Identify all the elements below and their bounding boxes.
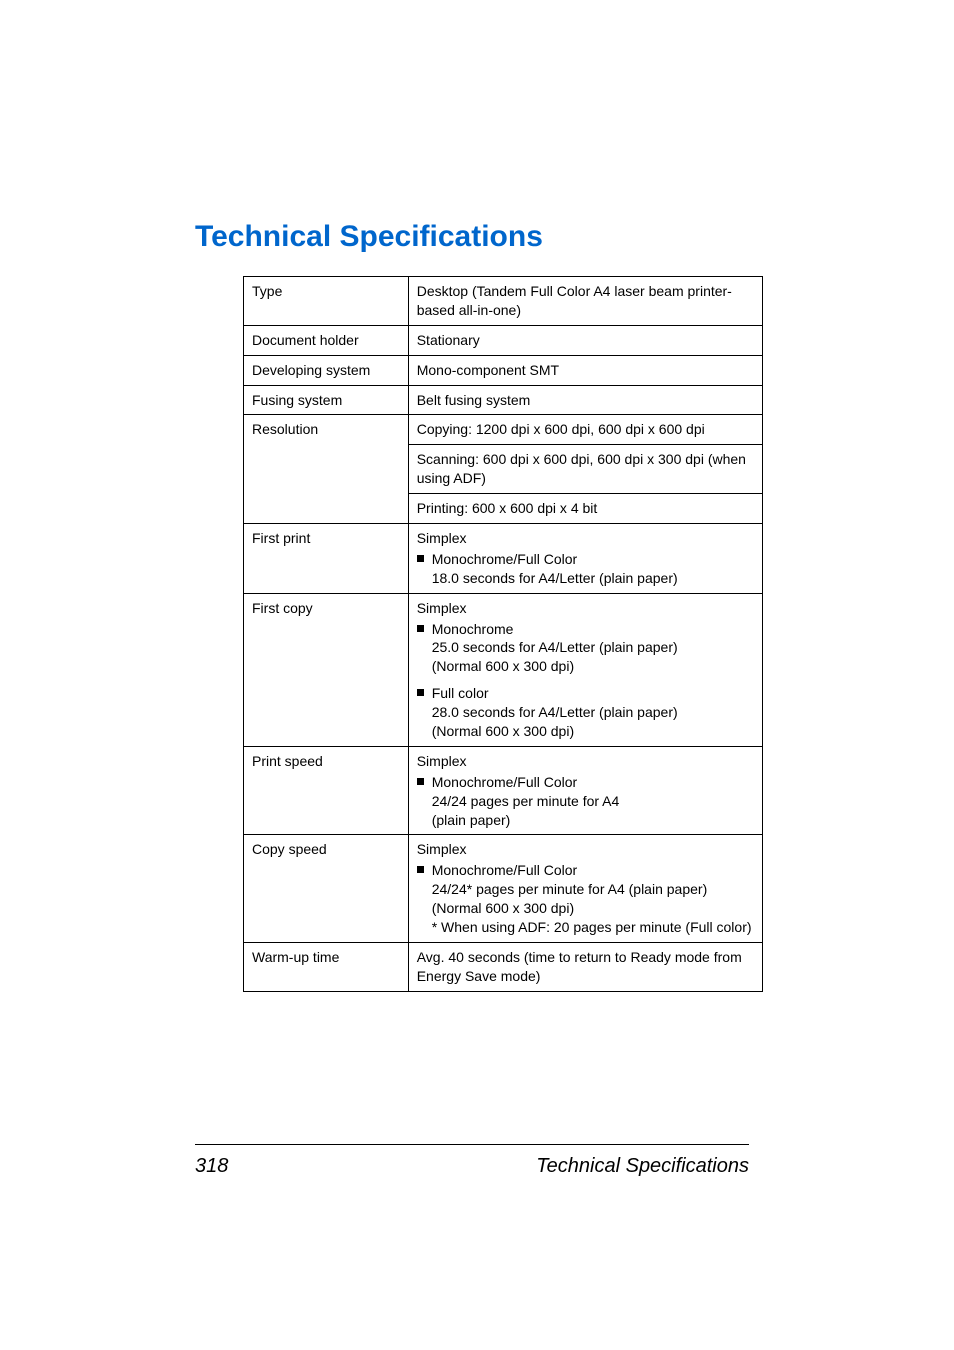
bullet-line: 28.0 seconds for A4/Letter (plain paper) [432, 703, 754, 722]
table-row: Copy speed Simplex Monochrome/Full Color… [244, 835, 763, 942]
square-bullet-icon [417, 555, 424, 562]
intro-text: Simplex [417, 599, 754, 618]
row-value: Simplex Monochrome/Full Color 18.0 secon… [408, 524, 762, 594]
bullet-item: Monochrome/Full Color 18.0 seconds for A… [417, 550, 754, 588]
row-label: Print speed [244, 746, 409, 835]
row-value: Simplex Monochrome 25.0 seconds for A4/L… [408, 593, 762, 746]
page-footer: 318 Technical Specifications [195, 1144, 749, 1178]
bullet-line: 18.0 seconds for A4/Letter (plain paper) [432, 569, 754, 588]
footer-title: Technical Specifications [536, 1155, 749, 1178]
row-value: Printing: 600 x 600 dpi x 4 bit [408, 494, 762, 524]
bullet-line: (Normal 600 x 300 dpi) [432, 899, 754, 918]
square-bullet-icon [417, 778, 424, 785]
bullet-item: Full color 28.0 seconds for A4/Letter (p… [417, 684, 754, 741]
page: Technical Specifications Type Desktop (T… [0, 0, 954, 1350]
row-value: Copying: 1200 dpi x 600 dpi, 600 dpi x 6… [408, 415, 762, 445]
bullet-line: (plain paper) [432, 811, 754, 830]
page-heading: Technical Specifications [195, 220, 749, 254]
intro-text: Simplex [417, 752, 754, 771]
table-row: Fusing system Belt fusing system [244, 385, 763, 415]
row-label: Document holder [244, 325, 409, 355]
table-row: Print speed Simplex Monochrome/Full Colo… [244, 746, 763, 835]
bullet-line: 24/24 pages per minute for A4 [432, 792, 754, 811]
bullet-line: (Normal 600 x 300 dpi) [432, 722, 754, 741]
bullet-item: Monochrome/Full Color 24/24* pages per m… [417, 861, 754, 937]
bullet-title: Monochrome/Full Color [432, 861, 754, 880]
row-label: Fusing system [244, 385, 409, 415]
table-row: First print Simplex Monochrome/Full Colo… [244, 524, 763, 594]
bullet-title: Monochrome [432, 620, 754, 639]
bullet-line: 24/24* pages per minute for A4 (plain pa… [432, 880, 754, 899]
bullet-line: 25.0 seconds for A4/Letter (plain paper) [432, 638, 754, 657]
row-label: Developing system [244, 355, 409, 385]
square-bullet-icon [417, 866, 424, 873]
page-number: 318 [195, 1155, 228, 1178]
square-bullet-icon [417, 625, 424, 632]
table-row: Type Desktop (Tandem Full Color A4 laser… [244, 277, 763, 326]
row-value: Simplex Monochrome/Full Color 24/24* pag… [408, 835, 762, 942]
bullet-title: Full color [432, 684, 754, 703]
table-row: Resolution Copying: 1200 dpi x 600 dpi, … [244, 415, 763, 445]
row-label: Type [244, 277, 409, 326]
row-label: Copy speed [244, 835, 409, 942]
bullet-title: Monochrome/Full Color [432, 550, 754, 569]
intro-text: Simplex [417, 840, 754, 859]
intro-text: Simplex [417, 529, 754, 548]
table-row: First copy Simplex Monochrome 25.0 secon… [244, 593, 763, 746]
row-value: Simplex Monochrome/Full Color 24/24 page… [408, 746, 762, 835]
row-label: First copy [244, 593, 409, 746]
row-label: Resolution [244, 415, 409, 524]
row-value: Mono-component SMT [408, 355, 762, 385]
bullet-item: Monochrome/Full Color 24/24 pages per mi… [417, 773, 754, 830]
row-label: First print [244, 524, 409, 594]
bullet-line: * When using ADF: 20 pages per minute (F… [432, 918, 754, 937]
table-row: Document holder Stationary [244, 325, 763, 355]
row-value: Scanning: 600 dpi x 600 dpi, 600 dpi x 3… [408, 445, 762, 494]
square-bullet-icon [417, 689, 424, 696]
table-row: Developing system Mono-component SMT [244, 355, 763, 385]
bullet-line: (Normal 600 x 300 dpi) [432, 657, 754, 676]
row-value: Desktop (Tandem Full Color A4 laser beam… [408, 277, 762, 326]
table-row: Warm-up time Avg. 40 seconds (time to re… [244, 942, 763, 991]
specifications-table: Type Desktop (Tandem Full Color A4 laser… [243, 276, 763, 992]
row-value: Stationary [408, 325, 762, 355]
bullet-item: Monochrome 25.0 seconds for A4/Letter (p… [417, 620, 754, 677]
bullet-title: Monochrome/Full Color [432, 773, 754, 792]
row-value: Avg. 40 seconds (time to return to Ready… [408, 942, 762, 991]
row-label: Warm-up time [244, 942, 409, 991]
row-value: Belt fusing system [408, 385, 762, 415]
